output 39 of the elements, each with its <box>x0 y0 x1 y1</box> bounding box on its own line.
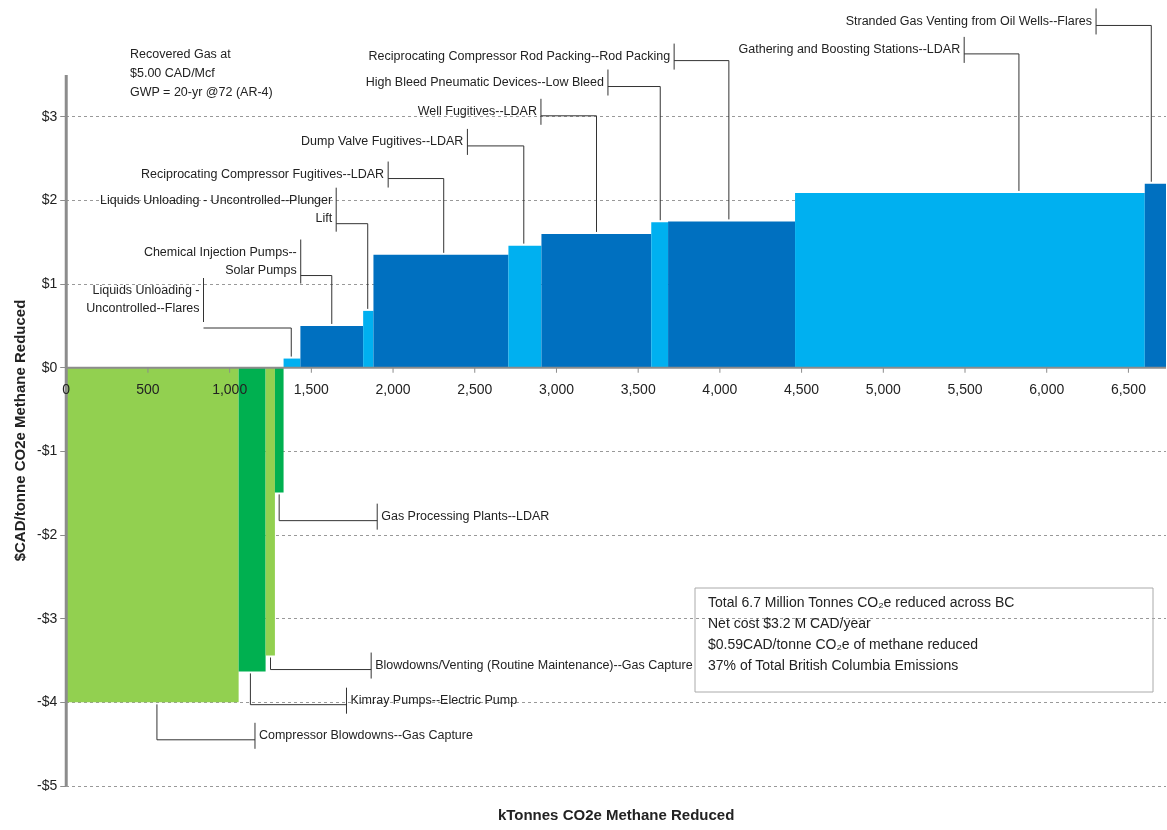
annotation: Recovered Gas at $5.00 CAD/Mcf GWP = 20-yr @72 (AR-4) <box>130 47 273 100</box>
x-tick-label: 1,500 <box>293 380 330 397</box>
annotation: Reciprocating Compressor Rod Packing--Rod Packing <box>368 49 671 64</box>
x-tick-label: 6,000 <box>1029 380 1065 397</box>
annotation: Liquids Unloading - Uncontrolled--Plunger Lift <box>100 193 333 226</box>
annotation: Dump Valve Fugitives--LDAR <box>301 134 464 149</box>
x-tick-label: 6,500 <box>1110 380 1147 397</box>
x-tick-label: 5,000 <box>865 380 902 397</box>
annotation: Well Fugitives--LDAR <box>417 104 537 119</box>
y-tick-label: -$4 <box>37 693 58 710</box>
x-tick-label: 3,500 <box>620 380 656 397</box>
y-tick-label: $1 <box>41 274 58 291</box>
x-tick-label: 3,000 <box>538 380 575 397</box>
y-tick-label: $3 <box>41 107 58 124</box>
x-tick-label: 4,500 <box>784 380 820 397</box>
annotation: Stranded Gas Venting from Oil Wells--Flares <box>845 13 1093 28</box>
y-tick-label: $0 <box>41 358 58 375</box>
y-tick-label: -$1 <box>37 442 58 459</box>
x-tick-label: 4,000 <box>702 380 738 397</box>
y-tick-label: -$5 <box>37 776 58 793</box>
annotation: Reciprocating Compressor Fugitives--LDAR <box>141 166 385 181</box>
annotation: Compressor Blowdowns--Gas Capture <box>258 728 473 743</box>
x-tick-label: 500 <box>136 380 160 397</box>
y-tick-label: $2 <box>41 191 58 208</box>
x-tick-label: 2,000 <box>375 380 411 397</box>
annotation: Liquids Unloading - Uncontrolled--Flares <box>86 283 200 316</box>
annotation: Gathering and Boosting Stations--LDAR <box>738 42 961 57</box>
x-axis-title: kTonnes CO2e Methane Reduced <box>497 806 735 824</box>
annotation: High Bleed Pneumatic Devices--Low Bleed <box>365 74 604 89</box>
y-axis-title: $CAD/tonne CO2e Methane Reduced <box>11 299 29 562</box>
y-tick-label: -$3 <box>37 609 58 626</box>
y-tick-label: -$2 <box>37 525 58 542</box>
annotation: Gas Processing Plants--LDAR <box>381 509 550 524</box>
annotation: Blowdowns/Venting (Routine Maintenance)--Gas Capture <box>375 658 693 672</box>
annotation: Total 6.7 Million Tonnes CO₂e reduced across BC Net cost $3.2 M CAD/year $0.59CAD/tonne CO₂e of methane reduced 37% of Total British Columbia Emissions <box>708 593 1015 673</box>
x-tick-label: 2,500 <box>457 380 493 397</box>
annotation: Chemical Injection Pumps--Solar Pumps <box>143 244 297 277</box>
annotation: Kimray Pumps--Electric Pump <box>350 693 518 708</box>
x-tick-label: 5,500 <box>947 380 983 397</box>
